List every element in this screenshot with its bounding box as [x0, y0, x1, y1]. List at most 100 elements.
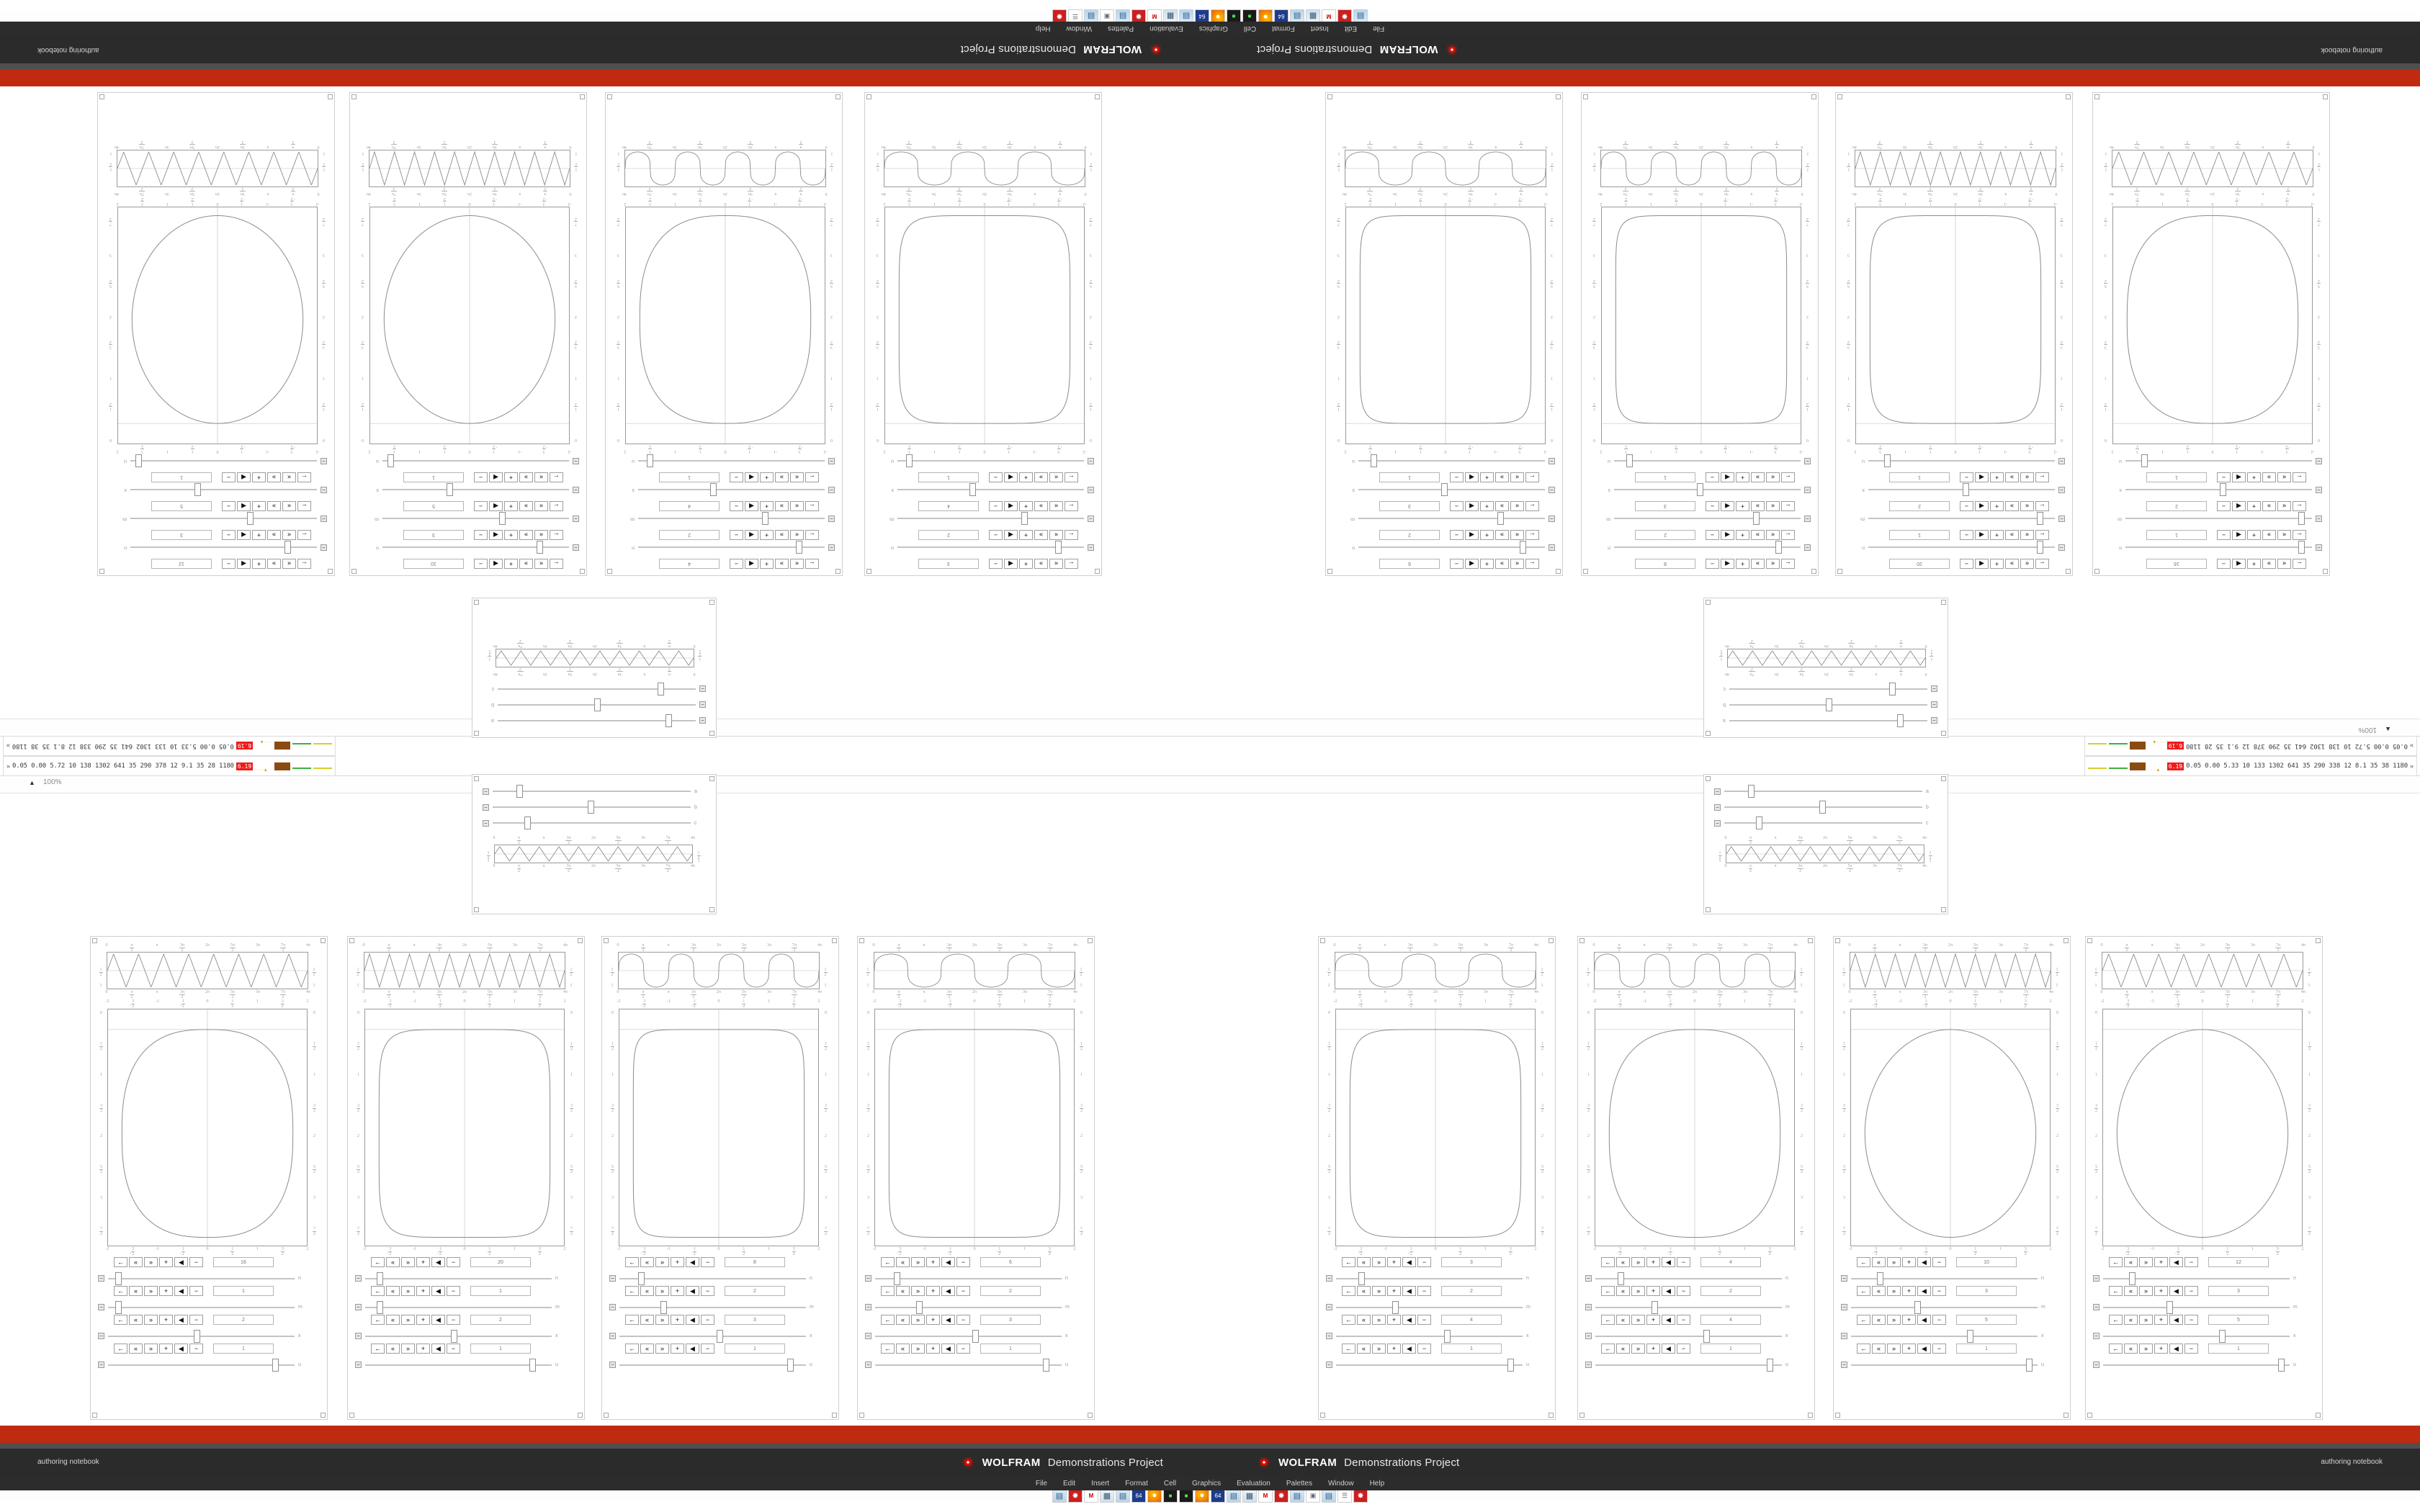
- step-up-button[interactable]: «: [896, 1286, 910, 1296]
- play-button[interactable]: ◀: [1465, 501, 1479, 511]
- menu-item-evaluation[interactable]: Evaluation: [1237, 1479, 1270, 1488]
- menu-item-insert[interactable]: Insert: [1310, 24, 1329, 33]
- panel-resize-grip[interactable]: [1320, 1413, 1325, 1418]
- panel-resize-grip[interactable]: [99, 569, 104, 574]
- play-button[interactable]: ◀: [2232, 559, 2246, 569]
- manipulate-value-field[interactable]: 1: [1700, 1344, 1761, 1354]
- slider-collapse-button[interactable]: −: [1714, 788, 1721, 795]
- add-button[interactable]: +: [1646, 1315, 1660, 1325]
- manipulate-value-field[interactable]: 4: [918, 501, 979, 511]
- remove-button[interactable]: −: [1450, 472, 1464, 482]
- panel-resize-grip[interactable]: [2066, 94, 2071, 99]
- menu-item-window[interactable]: Window: [1066, 24, 1093, 33]
- slider-collapse-button[interactable]: −: [2093, 1333, 2099, 1339]
- play-button[interactable]: ◀: [1721, 472, 1734, 482]
- slider-collapse-button[interactable]: −: [355, 1304, 362, 1310]
- slider-track[interactable]: [365, 1300, 552, 1314]
- step-up-button[interactable]: «: [640, 1286, 654, 1296]
- step-up-button[interactable]: «: [386, 1286, 400, 1296]
- step-down-button[interactable]: »: [775, 530, 789, 540]
- slider-track[interactable]: [1614, 454, 1801, 468]
- menu-item-file[interactable]: File: [1373, 24, 1385, 33]
- remove-button[interactable]: −: [474, 530, 488, 540]
- step-up-button[interactable]: «: [2020, 501, 2034, 511]
- slider-collapse-button[interactable]: −: [609, 1333, 616, 1339]
- step-down-button[interactable]: »: [1034, 559, 1048, 569]
- manipulate-value-field[interactable]: 1: [470, 1286, 531, 1296]
- remove-button[interactable]: −: [1932, 1257, 1946, 1267]
- reset-button[interactable]: ←: [1525, 501, 1539, 511]
- slider-collapse-button[interactable]: −: [865, 1333, 871, 1339]
- step-down-button[interactable]: »: [655, 1315, 669, 1325]
- manipulate-value-field[interactable]: 20: [1889, 559, 1950, 569]
- panel-resize-grip[interactable]: [2087, 1413, 2092, 1418]
- slider-track[interactable]: [897, 541, 1084, 554]
- remove-button[interactable]: −: [2217, 472, 2231, 482]
- reset-button[interactable]: ←: [1781, 530, 1795, 540]
- play-button[interactable]: ◀: [174, 1344, 188, 1354]
- mathematica-m-icon-2[interactable]: M: [1258, 1488, 1273, 1503]
- firefox-icon-2[interactable]: ●: [1195, 1488, 1209, 1503]
- play-button[interactable]: ◀: [174, 1286, 188, 1296]
- manipulate-value-field[interactable]: 5: [2208, 1315, 2269, 1325]
- add-button[interactable]: +: [2247, 530, 2261, 540]
- step-down-button[interactable]: »: [401, 1286, 415, 1296]
- slider-thumb[interactable]: [1697, 483, 1704, 497]
- add-button[interactable]: +: [1387, 1344, 1401, 1354]
- manipulate-value-field[interactable]: 1: [1379, 472, 1440, 482]
- panel-resize-grip[interactable]: [832, 1413, 837, 1418]
- remove-button[interactable]: −: [956, 1286, 970, 1296]
- slider-thumb[interactable]: [1962, 483, 1969, 497]
- reset-button[interactable]: ←: [114, 1315, 127, 1325]
- remove-button[interactable]: −: [189, 1344, 203, 1354]
- manipulate-value-field[interactable]: 3: [980, 1315, 1041, 1325]
- play-button[interactable]: ◀: [1975, 472, 1989, 482]
- slider-collapse-button[interactable]: −: [573, 516, 579, 522]
- menu-item-graphics[interactable]: Graphics: [1192, 1479, 1222, 1488]
- reset-button[interactable]: ←: [550, 472, 563, 482]
- step-down-button[interactable]: »: [2139, 1257, 2153, 1267]
- play-button[interactable]: ◀: [431, 1257, 445, 1267]
- play-button[interactable]: ◀: [2232, 530, 2246, 540]
- slider-track[interactable]: [1336, 1358, 1523, 1372]
- remove-button[interactable]: −: [222, 530, 236, 540]
- step-down-button[interactable]: »: [144, 1286, 158, 1296]
- remove-button[interactable]: −: [2184, 1257, 2198, 1267]
- panel-resize-grip[interactable]: [607, 569, 612, 574]
- reset-button[interactable]: ←: [114, 1257, 127, 1267]
- step-up-button[interactable]: «: [790, 472, 804, 482]
- reset-button[interactable]: ←: [371, 1315, 385, 1325]
- panel-resize-grip[interactable]: [474, 776, 479, 781]
- slider-thumb[interactable]: [1507, 1358, 1515, 1372]
- slider-track[interactable]: [108, 1358, 295, 1372]
- play-button[interactable]: ◀: [1402, 1315, 1416, 1325]
- menu-item-window[interactable]: Window: [1327, 1479, 1354, 1488]
- step-up-button[interactable]: «: [790, 559, 804, 569]
- step-down-button[interactable]: »: [519, 559, 533, 569]
- step-up-button[interactable]: «: [896, 1257, 910, 1267]
- reset-button[interactable]: ←: [625, 1315, 639, 1325]
- remove-button[interactable]: −: [1417, 1286, 1431, 1296]
- play-button[interactable]: ◀: [745, 501, 758, 511]
- panel-resize-grip[interactable]: [2063, 938, 2069, 943]
- slider-thumb[interactable]: [194, 483, 202, 497]
- manipulate-value-field[interactable]: 8: [725, 1257, 785, 1267]
- slider-track[interactable]: [638, 541, 825, 554]
- slider-thumb[interactable]: [524, 816, 531, 829]
- reset-button[interactable]: ←: [625, 1344, 639, 1354]
- reset-button[interactable]: ←: [1342, 1257, 1355, 1267]
- manipulate-value-field[interactable]: 16: [213, 1257, 274, 1267]
- play-button[interactable]: ◀: [686, 1257, 699, 1267]
- step-down-button[interactable]: »: [267, 472, 281, 482]
- remove-button[interactable]: −: [1450, 530, 1464, 540]
- step-up-button[interactable]: «: [1872, 1257, 1886, 1267]
- add-button[interactable]: +: [671, 1257, 684, 1267]
- manipulate-value-field[interactable]: 6: [980, 1257, 1041, 1267]
- play-button[interactable]: ◀: [1975, 501, 1989, 511]
- slider-thumb[interactable]: [272, 1358, 279, 1372]
- slider-collapse-button[interactable]: −: [1841, 1304, 1847, 1310]
- add-button[interactable]: +: [1990, 530, 2004, 540]
- add-button[interactable]: +: [252, 559, 266, 569]
- slider-thumb[interactable]: [529, 1358, 536, 1372]
- add-button[interactable]: +: [1902, 1344, 1916, 1354]
